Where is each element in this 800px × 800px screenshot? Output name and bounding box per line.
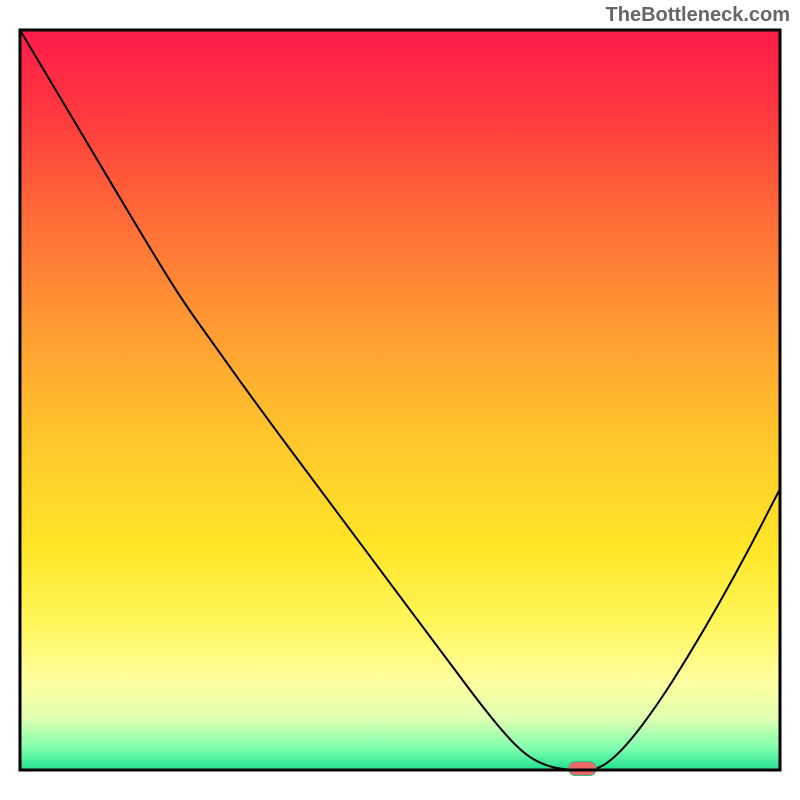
chart-container: TheBottleneck.com bbox=[0, 0, 800, 800]
watermark-text: TheBottleneck.com bbox=[606, 4, 790, 27]
plot-background bbox=[20, 30, 780, 770]
chart-svg bbox=[0, 0, 800, 800]
